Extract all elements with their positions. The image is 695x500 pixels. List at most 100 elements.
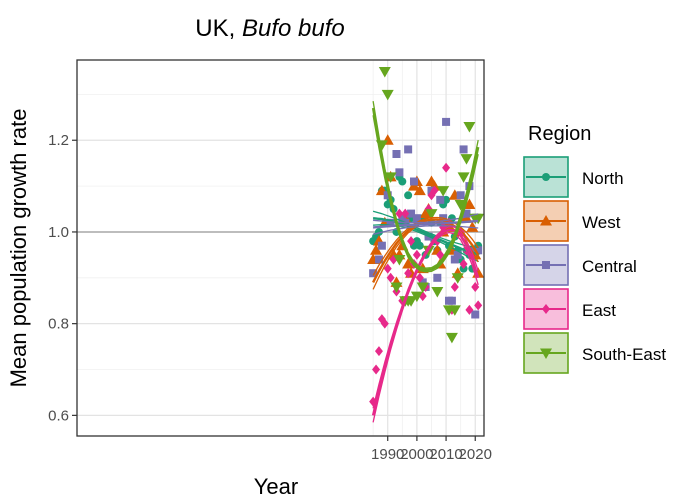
data-point [374, 255, 383, 264]
legend-key-marker [540, 215, 552, 226]
data-point [474, 246, 483, 255]
y-tick-label: 0.6 [48, 407, 69, 424]
data-point [418, 278, 427, 287]
legend-label: South-East [582, 345, 666, 364]
series-south-east-fit [371, 100, 480, 273]
legend-key-marker [542, 173, 550, 181]
data-point [466, 221, 479, 232]
data-point [404, 145, 413, 154]
data-point [456, 191, 465, 200]
data-point [445, 332, 458, 344]
plot-border [76, 59, 485, 437]
data-point [412, 214, 421, 223]
data-point [386, 272, 395, 283]
data-point [415, 272, 424, 283]
fit-line [372, 217, 480, 256]
data-point [451, 273, 464, 284]
series-south-east-points [375, 66, 485, 344]
data-point [412, 249, 421, 260]
data-point [425, 209, 438, 220]
data-point [392, 150, 401, 158]
x-axis-title: Year [254, 474, 298, 499]
data-point [462, 209, 471, 218]
data-point [370, 244, 383, 255]
y-axis-title: Mean population growth rate [6, 109, 31, 388]
data-point [409, 177, 418, 186]
data-point [381, 89, 394, 101]
confidence-band-lower [372, 225, 479, 236]
data-point [474, 300, 483, 311]
data-point [401, 208, 410, 219]
data-point [416, 282, 429, 293]
legend-label: North [582, 169, 624, 188]
legend-item-central: Central [523, 244, 637, 286]
data-point [380, 318, 389, 329]
data-point [386, 218, 395, 227]
x-tick-label: 2010 [429, 446, 462, 463]
data-point [442, 117, 451, 126]
data-point [436, 195, 445, 204]
data-point [372, 364, 381, 375]
legend-key-marker [542, 261, 550, 269]
data-point [407, 209, 416, 218]
series-east-fit [371, 226, 480, 423]
data-point [472, 213, 485, 225]
legend-item-west: West [523, 200, 621, 242]
confidence-band-upper [372, 216, 479, 276]
data-point [384, 172, 397, 183]
data-point [431, 287, 444, 298]
data-point [383, 191, 392, 200]
data-point [463, 121, 476, 133]
data-point [459, 259, 468, 270]
legend-key-marker [540, 348, 552, 359]
data-point [374, 346, 383, 357]
legend-title: Region [528, 123, 591, 145]
data-point [404, 191, 413, 200]
data-point [430, 185, 439, 196]
data-point [383, 263, 392, 274]
legend-item-south-east: South-East [523, 332, 666, 374]
data-point [395, 208, 404, 219]
data-point [405, 296, 418, 307]
legend-label: East [582, 301, 616, 320]
legend-label: West [582, 213, 621, 232]
legend-label: Central [582, 257, 637, 276]
data-point [413, 184, 426, 196]
fit-line [371, 107, 480, 272]
data-point [395, 168, 404, 177]
data-point [439, 222, 448, 233]
data-point [377, 241, 386, 250]
data-point [457, 172, 470, 183]
legend: Region North West Central East South-East [523, 123, 666, 374]
x-tick-label: 1990 [371, 446, 404, 463]
data-point [463, 198, 476, 209]
y-tick-label: 1.0 [48, 224, 69, 241]
data-point [460, 154, 473, 165]
legend-item-east: East [523, 288, 616, 330]
data-point [471, 310, 480, 319]
data-point [447, 296, 456, 305]
data-point [471, 281, 480, 292]
y-tick-label: 1.2 [48, 132, 69, 149]
data-point [410, 291, 423, 303]
data-point [450, 281, 459, 292]
data-point [437, 186, 450, 197]
fit-line [371, 228, 480, 416]
chart-title: UK, Bufo bufo [195, 15, 344, 42]
data-point [407, 236, 416, 247]
x-tick-label: 2020 [459, 446, 492, 463]
data-point [369, 269, 378, 278]
data-point [465, 304, 474, 315]
legend-key-marker [542, 304, 550, 314]
data-point [402, 258, 415, 269]
y-tick-label: 0.8 [48, 316, 69, 333]
data-point [459, 145, 468, 154]
data-point [453, 250, 462, 259]
data-point [415, 241, 424, 250]
data-point [398, 177, 407, 186]
data-point [448, 305, 461, 316]
data-point [442, 162, 451, 173]
data-point [404, 268, 413, 279]
data-point [433, 273, 442, 282]
